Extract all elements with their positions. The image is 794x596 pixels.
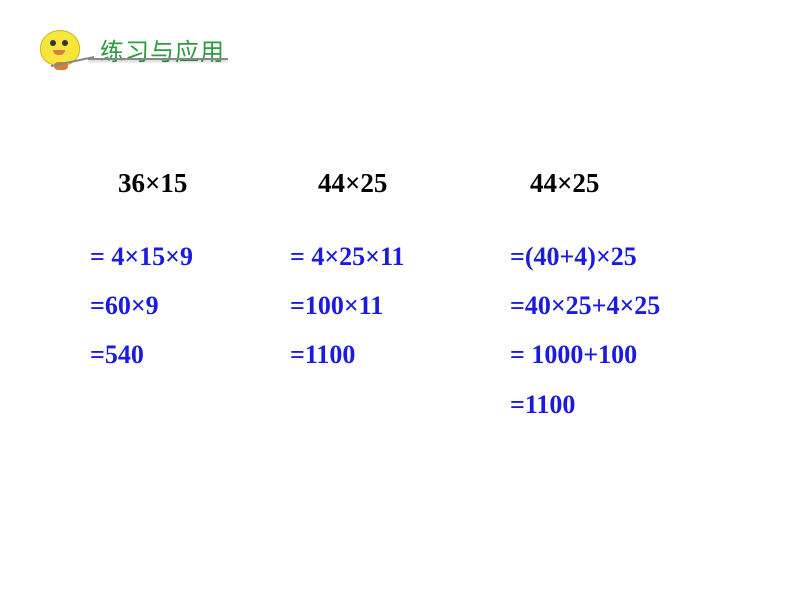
step: =(40+4)×25 — [510, 241, 750, 272]
step: =1100 — [290, 339, 510, 370]
problem-1: 36×15 — [90, 168, 290, 199]
step: =1100 — [510, 389, 750, 420]
step: =100×11 — [290, 290, 510, 321]
problem-3: 44×25 — [510, 168, 750, 199]
columns-container: 36×15 = 4×15×9 =60×9 =540 44×25 = 4×25×1… — [0, 168, 794, 438]
step: =40×25+4×25 — [510, 290, 750, 321]
problem-2: 44×25 — [290, 168, 510, 199]
column-1: 36×15 = 4×15×9 =60×9 =540 — [90, 168, 290, 438]
step: = 1000+100 — [510, 339, 750, 370]
header: 练习与应用 — [40, 28, 225, 70]
content-area: 36×15 = 4×15×9 =60×9 =540 44×25 = 4×25×1… — [0, 168, 794, 438]
header-title: 练习与应用 — [100, 32, 225, 67]
step: =540 — [90, 339, 290, 370]
step: = 4×15×9 — [90, 241, 290, 272]
column-2: 44×25 = 4×25×11 =100×11 =1100 — [290, 168, 510, 438]
step: = 4×25×11 — [290, 241, 510, 272]
column-3: 44×25 =(40+4)×25 =40×25+4×25 = 1000+100 … — [510, 168, 750, 438]
header-underline — [88, 58, 228, 60]
step: =60×9 — [90, 290, 290, 321]
